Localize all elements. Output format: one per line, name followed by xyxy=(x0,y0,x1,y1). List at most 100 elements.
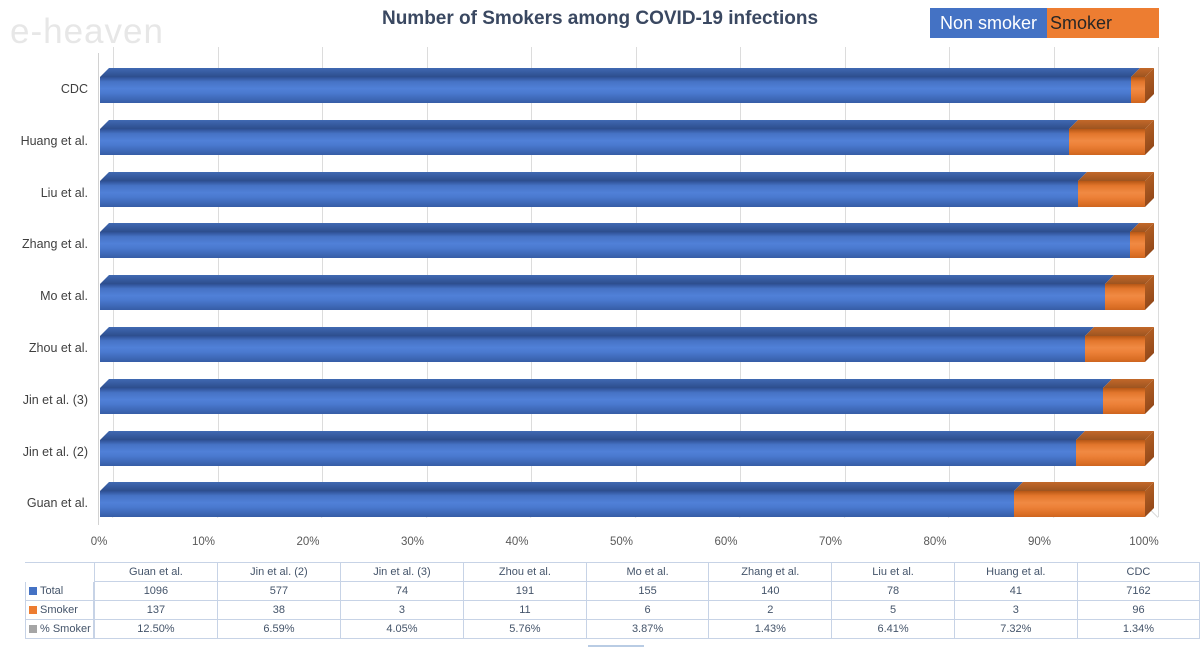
series-swatch xyxy=(29,587,37,595)
table-value-cell: 3 xyxy=(954,601,1078,620)
x-tick-label: 30% xyxy=(400,536,425,548)
table-value-cell: 6 xyxy=(586,601,710,620)
series-swatch xyxy=(29,606,37,614)
category-label: CDC xyxy=(60,82,88,96)
bar-smoker-segment xyxy=(1130,77,1145,103)
x-tick-label: 20% xyxy=(296,536,320,548)
bar-nonsmoker-segment xyxy=(100,232,1131,259)
table-value-cell: 5.76% xyxy=(463,620,587,639)
category-label: Jin et al. (3) xyxy=(22,392,88,407)
table-header-cell: Guan et al. xyxy=(93,562,218,582)
table-value-cell: 7162 xyxy=(1077,582,1200,601)
table-value-cell: 6.41% xyxy=(832,620,955,639)
chart-title: Number of Smokers among COVID-19 infecti… xyxy=(381,8,819,29)
bar-top-face-smoker xyxy=(1014,482,1154,492)
x-tick-label: 90% xyxy=(1027,536,1052,548)
table-row-label: % Smoker xyxy=(25,620,94,639)
x-tick-label: 80% xyxy=(923,536,947,548)
series-swatch xyxy=(29,625,37,633)
y-axis-line xyxy=(98,53,99,525)
bar-nonsmoker-segment xyxy=(100,439,1077,466)
bar-smoker-segment xyxy=(1078,180,1145,207)
gridline xyxy=(1158,47,1159,517)
table-value-cell: 1.43% xyxy=(709,620,833,639)
category-label: Huang et al. xyxy=(20,133,88,148)
table-value-cell: 191 xyxy=(463,582,587,601)
bar-top-face-nonsmoker xyxy=(100,430,1086,440)
table-header-cell: Zhang et al. xyxy=(709,562,833,582)
table-value-cell: 7.32% xyxy=(954,620,1078,639)
x-tick-label: 10% xyxy=(191,536,216,548)
table-value-cell: 140 xyxy=(709,582,833,601)
bar-smoker-segment xyxy=(1084,336,1145,362)
bar-top-face-smoker xyxy=(1076,430,1154,440)
table-value-cell: 41 xyxy=(954,582,1078,601)
bar-top-face-nonsmoker xyxy=(100,68,1140,77)
table-value-cell: 1096 xyxy=(93,582,218,601)
bar-top-face-nonsmoker xyxy=(100,223,1140,233)
bar-top-face-smoker xyxy=(1078,171,1154,181)
table-value-cell: 6.59% xyxy=(217,620,341,639)
data-table: Guan et al. Jin et al. (2) Jin et al. (3) Z… xyxy=(25,562,1200,639)
table-value-cell: 4.05% xyxy=(340,620,464,639)
bar-nonsmoker-segment xyxy=(100,77,1131,103)
bar-smoker-segment xyxy=(1068,128,1145,155)
bar-top-face-nonsmoker xyxy=(100,119,1078,129)
category-label: Guan et al. xyxy=(26,496,88,511)
table-value-cell: 3 xyxy=(340,601,464,620)
bar-nonsmoker-segment xyxy=(100,491,1015,518)
bar-top-face-nonsmoker xyxy=(100,482,1024,492)
table-value-cell: 78 xyxy=(832,582,955,601)
table-value-cell: 3.87% xyxy=(586,620,710,639)
x-tick-label: 70% xyxy=(818,536,843,548)
table-corner-cell xyxy=(25,562,94,582)
table-header-cell: Zhou et al. xyxy=(463,562,587,582)
x-tick-label: 100% xyxy=(1129,536,1159,548)
bar-nonsmoker-segment xyxy=(100,180,1078,207)
category-label: Mo et al. xyxy=(40,289,88,304)
legend: Non smoker Smoker xyxy=(930,8,1159,38)
bar-nonsmoker-segment xyxy=(100,284,1105,311)
watermark: e-heaven xyxy=(10,12,164,51)
bar-top-face-nonsmoker xyxy=(100,171,1087,181)
table-row-label: Total xyxy=(25,582,94,601)
x-tick-label: 50% xyxy=(609,536,634,548)
bar-nonsmoker-segment xyxy=(100,336,1085,362)
plot-area: 0% 10% 20% 30% 40% 50% 60% 70% 80% 90% 100% CDC Huan… xyxy=(20,47,1159,548)
category-label: Zhou et al. xyxy=(28,341,88,355)
category-label: Jin et al. (2) xyxy=(22,444,88,459)
x-tick-label: 60% xyxy=(714,536,738,548)
table-value-cell: 137 xyxy=(93,601,218,620)
table-value-cell: 96 xyxy=(1077,601,1200,620)
table-value-cell: 74 xyxy=(340,582,464,601)
x-tick-label: 0% xyxy=(90,536,108,548)
legend-item-smoker: Smoker xyxy=(1047,8,1159,38)
legend-label-non-smoker: Non smoker xyxy=(939,12,1038,33)
bar-top-face-nonsmoker xyxy=(100,275,1114,285)
legend-item-non-smoker: Non smoker xyxy=(930,8,1047,38)
bar-smoker-segment xyxy=(1104,284,1145,311)
bar-smoker-segment xyxy=(1130,232,1145,259)
table-value-cell: 11 xyxy=(463,601,587,620)
bar-top-face-smoker xyxy=(1068,119,1154,129)
table-value-cell: 5 xyxy=(832,601,955,620)
table-value-cell: 1.34% xyxy=(1077,620,1200,639)
legend-label-smoker: Smoker xyxy=(1050,12,1113,33)
category-label: Zhang et al. xyxy=(21,237,88,252)
table-header-cell: Jin et al. (3) xyxy=(340,562,464,582)
table-header-cell: Liu et al. xyxy=(832,562,955,582)
bar-smoker-segment xyxy=(1076,439,1145,466)
table-header-cell: Jin et al. (2) xyxy=(217,562,341,582)
x-tick-label: 40% xyxy=(505,536,529,548)
table-header-cell: Mo et al. xyxy=(586,562,710,582)
table-value-cell: 577 xyxy=(217,582,341,601)
table-header-cell: CDC xyxy=(1077,562,1200,582)
table-value-cell: 38 xyxy=(217,601,341,620)
table-header-cell: Huang et al. xyxy=(954,562,1078,582)
bar-top-face-smoker xyxy=(1084,327,1154,336)
table-value-cell: 12.50% xyxy=(93,620,218,639)
table-value-cell: 2 xyxy=(709,601,833,620)
bar-nonsmoker-segment xyxy=(100,128,1069,155)
bar-smoker-segment xyxy=(1102,387,1145,414)
